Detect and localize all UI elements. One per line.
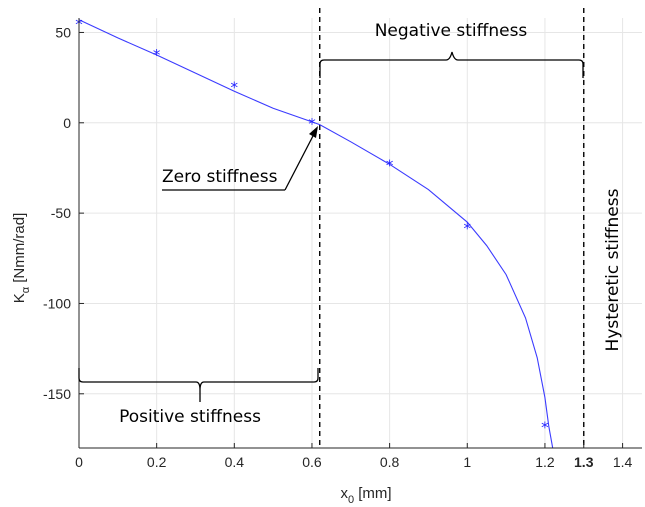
x-tick-label: 1.2 bbox=[535, 454, 555, 470]
x-tick-label: 0.2 bbox=[147, 454, 167, 470]
zero-stiffness-label: Zero stiffness bbox=[162, 167, 278, 187]
fit-curve-group bbox=[78, 19, 554, 449]
x-tick-label: 0.8 bbox=[380, 454, 400, 470]
y-tick-label: -100 bbox=[43, 295, 71, 311]
x-tick-label: 0.6 bbox=[302, 454, 322, 470]
vertical-boundary-lines bbox=[319, 8, 585, 448]
zero-stiffness-annotation: Zero stiffness bbox=[162, 126, 318, 191]
grid-lines bbox=[78, 18, 642, 448]
y-tick-label: 50 bbox=[55, 24, 71, 40]
data-point-marker: * bbox=[386, 156, 394, 174]
y-tick-label: -150 bbox=[43, 386, 71, 402]
x-axis-title: x0 [mm] bbox=[340, 485, 391, 506]
x-tick-label: 1 bbox=[463, 454, 471, 470]
positive-stiffness-annotation: Positive stiffness bbox=[78, 368, 319, 427]
negative-stiffness-annotation: Negative stiffness bbox=[319, 21, 584, 78]
positive-stiffness-brace bbox=[78, 368, 319, 391]
negative-stiffness-brace bbox=[319, 51, 584, 78]
negative-stiffness-label: Negative stiffness bbox=[375, 21, 528, 41]
axes bbox=[78, 18, 642, 449]
x-tick-label: 1.4 bbox=[613, 454, 633, 470]
x-tick-label: 0.4 bbox=[225, 454, 245, 470]
y-tick-labels: 50 0 -50 -100 -150 bbox=[43, 24, 71, 401]
hysteretic-stiffness-label: Hysteretic stiffness bbox=[603, 188, 623, 351]
zero-stiffness-arrowhead bbox=[309, 126, 318, 138]
data-point-marker: * bbox=[308, 115, 316, 133]
fit-curve-line bbox=[78, 19, 554, 449]
x-tick-label: 1.3 bbox=[574, 454, 594, 470]
data-point-marker: * bbox=[541, 418, 549, 436]
zero-stiffness-arrow-line bbox=[284, 133, 315, 191]
y-tick-label: 0 bbox=[63, 115, 71, 131]
positive-stiffness-label: Positive stiffness bbox=[119, 407, 261, 427]
data-point-marker: * bbox=[153, 46, 161, 64]
y-tick-label: -50 bbox=[51, 205, 71, 221]
data-point-marker: * bbox=[464, 220, 472, 238]
x-tick-labels: 0 0.2 0.4 0.6 0.8 1 1.2 1.3 1.4 bbox=[75, 454, 632, 470]
y-axis-title: Kα [Nmm/rad] bbox=[11, 213, 32, 304]
x-tick-label: 0 bbox=[75, 454, 83, 470]
data-point-marker: * bbox=[231, 79, 239, 97]
